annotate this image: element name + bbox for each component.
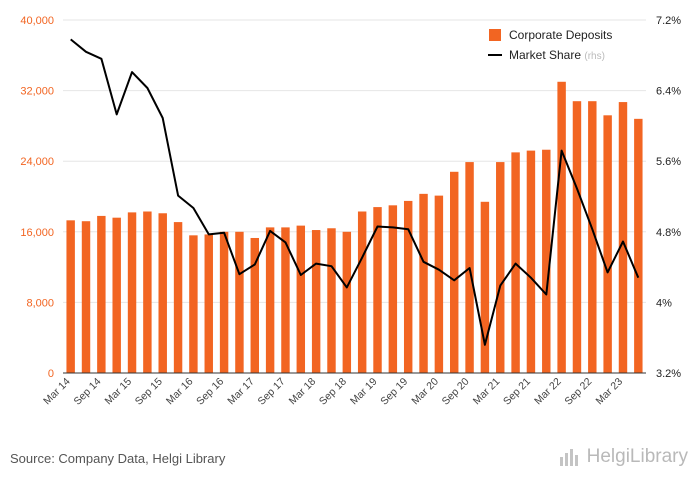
bar [158,213,167,373]
bar [557,81,566,374]
bar [173,222,183,373]
bar [127,212,137,373]
bar [327,228,336,373]
bar [450,171,459,373]
x-tick-label: Mar 19 [348,376,380,408]
bar [403,200,413,373]
y-left-tick-label: 0 [48,368,54,380]
x-tick-label: Mar 22 [532,376,564,408]
x-tick-label: Mar 21 [471,376,503,408]
x-tick-label: Mar 20 [409,376,441,408]
y-left-tick-label: 16,000 [20,227,54,239]
x-tick-label: Sep 22 [562,376,594,408]
bar [281,227,290,373]
bar [81,221,91,373]
y-left-tick-label: 32,000 [20,86,54,98]
bar [189,235,198,373]
bar [603,115,612,373]
helgi-library-logo: HelgiLibrary [559,446,688,468]
bar [97,215,106,373]
x-tick-label: Mar 15 [103,376,135,408]
line-series [70,38,640,346]
bar [250,237,259,373]
x-tick-label: Sep 15 [133,376,165,408]
bar [634,118,643,373]
chart: 0 3.2% 8,000 4% 16,000 4.8% 24,000 5.6% 32,000 6.… [20,15,681,408]
y-right-tick-label: 5.6% [656,156,681,168]
logo-text: HelgiLibrary [586,446,688,467]
bar [588,101,597,373]
market-share-line [70,38,640,346]
y-right-tick-label: 3.2% [656,368,681,380]
bar [480,201,490,373]
bar-series [66,81,643,374]
bar [66,220,75,373]
bar [112,217,121,373]
x-tick-label: Sep 20 [440,376,472,408]
x-tick-label: Mar 16 [164,376,196,408]
bar [357,211,367,373]
legend-label-market-share: Market Share (rhs) [509,48,605,62]
y-right-tick-label: 4.8% [656,227,681,239]
bar-chart-icon [559,449,578,466]
bar [265,227,275,373]
x-tick-label: Sep 17 [256,376,288,408]
x-tick-label: Mar 17 [225,376,257,408]
bar [373,207,382,373]
bar [143,211,152,373]
bar [342,231,352,373]
y-right-tick-label: 7.2% [656,15,681,27]
legend-rhs-suffix: (rhs) [584,51,605,62]
x-tick-label: Sep 18 [317,376,349,408]
x-tick-label: Mar 18 [287,376,319,408]
bar [572,101,582,373]
bar [496,162,505,373]
x-tick-label: Sep 16 [194,376,226,408]
bar [434,195,444,373]
y-left-tick-label: 24,000 [20,156,54,168]
bar [219,231,229,373]
bar [235,231,244,373]
bar [296,225,306,373]
source-note: Source: Company Data, Helgi Library [10,451,226,466]
bar [311,230,321,373]
bar [204,234,213,373]
x-tick-label: Sep 21 [501,376,533,408]
bar [618,102,628,373]
bar [542,149,551,373]
legend-swatch-deposits [489,29,501,41]
legend-label-deposits: Corporate Deposits [509,28,612,42]
y-right-tick-label: 6.4% [656,86,681,98]
legend: Corporate Deposits Market Share (rhs) [488,28,612,62]
y-right-tick-label: 4% [656,297,672,309]
bar [526,150,536,373]
y-left-tick-label: 8,000 [26,297,54,309]
x-tick-label: Sep 14 [71,376,103,408]
x-tick-label: Sep 19 [378,376,410,408]
x-tick-label: Mar 14 [41,376,73,408]
bar [419,193,428,373]
x-tick-label: Mar 23 [594,376,626,408]
bar [388,205,398,373]
y-left-tick-label: 40,000 [20,15,54,27]
